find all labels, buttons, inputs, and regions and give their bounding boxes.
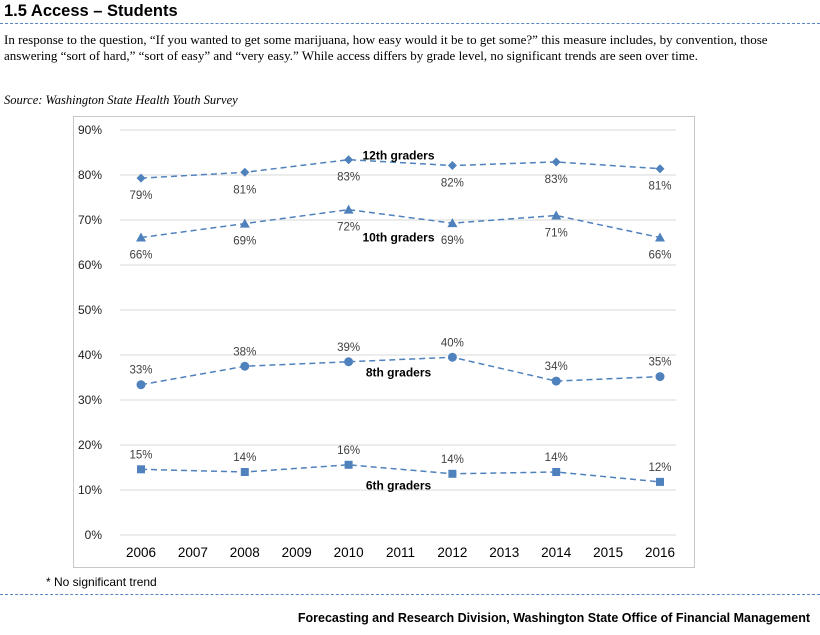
data-label: 14% xyxy=(545,452,568,464)
x-tick-label: 2011 xyxy=(386,545,415,560)
footer-credit: Forecasting and Research Division, Washi… xyxy=(297,611,810,625)
page-title: 1.5 Access – Students xyxy=(4,2,178,20)
series-name-label: 10th graders xyxy=(362,230,434,244)
y-tick-label: 10% xyxy=(78,483,102,497)
data-label: 38% xyxy=(233,346,256,358)
series-name-label: 6th graders xyxy=(366,478,432,492)
footnote: * No significant trend xyxy=(46,575,157,589)
intro-paragraph: In response to the question, “If you wan… xyxy=(4,32,768,63)
data-label: 40% xyxy=(441,337,464,349)
data-point-triangle xyxy=(655,232,665,242)
series-line xyxy=(140,208,661,239)
data-point-square xyxy=(552,468,561,476)
data-point-circle xyxy=(447,352,457,362)
series-name-label: 8th graders xyxy=(366,366,432,380)
x-tick-label: 2012 xyxy=(437,545,467,560)
data-label: 81% xyxy=(648,181,671,193)
data-label: 83% xyxy=(545,174,568,186)
data-label: 33% xyxy=(129,365,152,377)
x-tick-label: 2015 xyxy=(593,545,623,560)
data-point-triangle xyxy=(551,210,562,220)
data-point-square xyxy=(344,460,353,469)
data-label: 14% xyxy=(233,452,256,464)
data-point-triangle xyxy=(136,232,146,242)
data-label: 81% xyxy=(233,184,256,196)
y-tick-label: 30% xyxy=(78,393,102,407)
y-tick-label: 20% xyxy=(78,438,102,452)
series-line xyxy=(140,356,661,386)
source-note: Source: Washington State Health Youth Su… xyxy=(4,93,238,107)
data-label: 72% xyxy=(337,222,360,234)
data-label: 82% xyxy=(441,178,464,190)
series-line xyxy=(140,464,661,483)
data-point-square xyxy=(137,465,145,474)
data-label: 66% xyxy=(129,250,152,262)
data-label: 66% xyxy=(648,250,671,262)
data-point-circle xyxy=(655,372,665,382)
data-label: 12% xyxy=(648,462,671,474)
y-tick-label: 70% xyxy=(78,213,102,227)
y-tick-label: 80% xyxy=(78,168,102,182)
data-label: 14% xyxy=(441,454,464,466)
x-tick-label: 2006 xyxy=(126,545,156,560)
footer-divider xyxy=(0,594,820,595)
data-label: 39% xyxy=(337,342,360,354)
y-tick-label: 50% xyxy=(78,303,102,317)
data-label: 69% xyxy=(441,235,464,247)
data-point-circle xyxy=(136,380,146,390)
data-label: 16% xyxy=(337,445,360,457)
data-point-diamond xyxy=(136,173,146,183)
data-label: 35% xyxy=(648,357,671,369)
series-line xyxy=(140,158,661,179)
data-point-triangle xyxy=(239,218,250,228)
x-tick-label: 2016 xyxy=(645,545,675,560)
data-point-square xyxy=(448,469,457,478)
x-tick-label: 2008 xyxy=(230,545,260,560)
x-tick-label: 2010 xyxy=(334,545,364,560)
y-tick-label: 40% xyxy=(78,348,102,362)
data-label: 69% xyxy=(233,236,256,248)
data-point-square xyxy=(240,468,249,476)
data-point-diamond xyxy=(240,167,250,177)
data-label: 15% xyxy=(129,449,152,461)
data-label: 79% xyxy=(129,190,152,202)
data-point-triangle xyxy=(447,218,458,228)
x-tick-label: 2013 xyxy=(489,545,519,560)
x-tick-label: 2014 xyxy=(541,545,572,560)
x-tick-label: 2009 xyxy=(282,545,312,560)
data-point-diamond xyxy=(655,164,665,174)
data-point-diamond xyxy=(344,155,354,165)
data-point-circle xyxy=(551,376,561,386)
y-tick-label: 60% xyxy=(78,258,102,272)
y-tick-label: 90% xyxy=(78,123,102,137)
x-tick-label: 2007 xyxy=(178,545,208,560)
data-point-triangle xyxy=(343,204,354,214)
data-point-diamond xyxy=(551,157,561,167)
line-chart: 0% 10% 20% 30% 40% 50% 60% 70% 80% 90% 2006 2007 20… xyxy=(78,123,676,560)
title-divider xyxy=(0,23,820,24)
data-label: 83% xyxy=(337,172,360,184)
data-point-circle xyxy=(344,357,354,367)
data-point-circle xyxy=(240,361,250,371)
data-label: 34% xyxy=(545,361,568,373)
y-tick-label: 0% xyxy=(85,528,103,542)
chart-frame: 0% 10% 20% 30% 40% 50% 60% 70% 80% 90% 2006 2007 20… xyxy=(73,116,695,568)
data-label: 71% xyxy=(545,228,568,240)
data-point-diamond xyxy=(447,161,457,171)
series-name-label: 12th graders xyxy=(362,149,434,163)
data-point-square xyxy=(656,477,664,486)
